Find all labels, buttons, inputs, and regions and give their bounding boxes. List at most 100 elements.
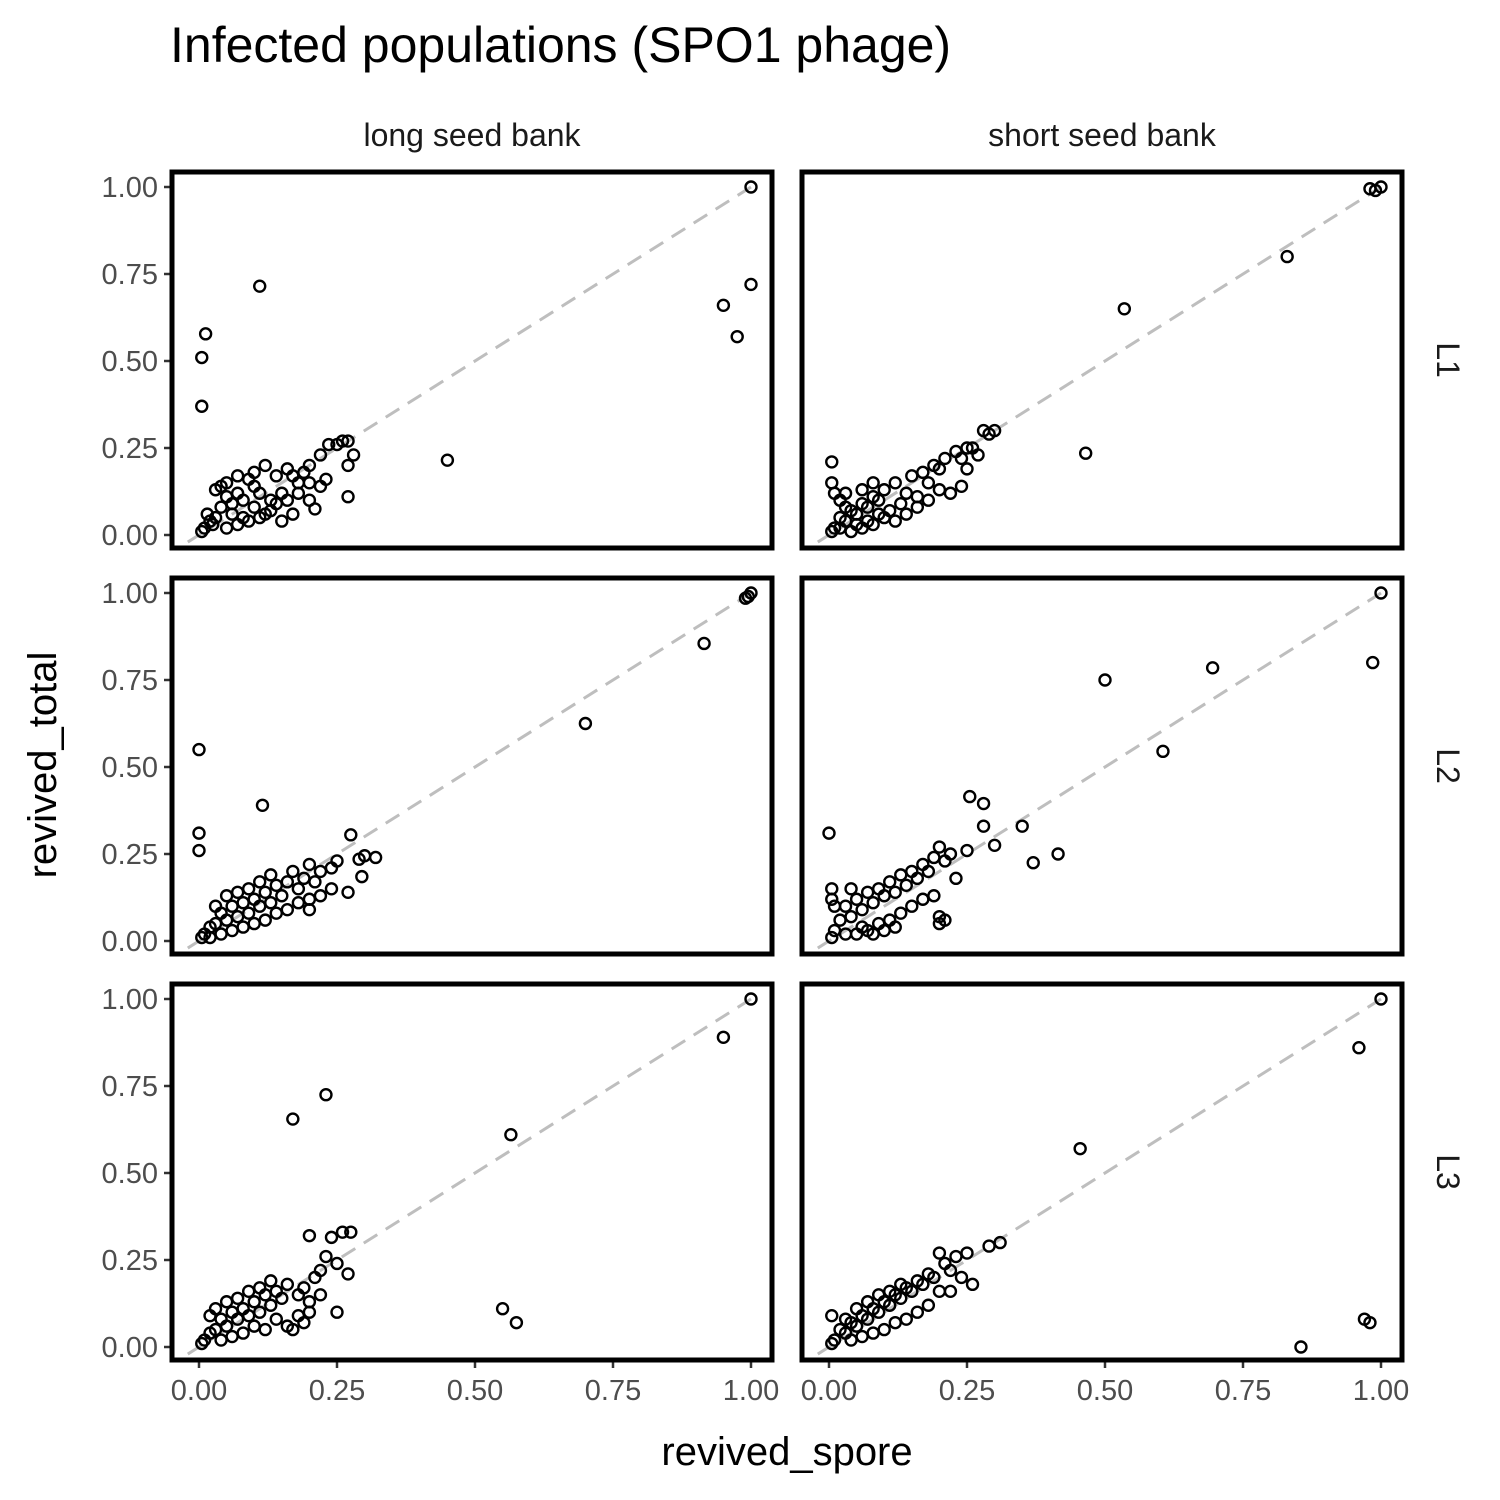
data-point (938, 451, 952, 466)
data-point (495, 1302, 510, 1316)
data-point (319, 472, 333, 487)
data-point (838, 927, 853, 941)
data-point (866, 517, 880, 532)
y-tick-label: 0.00 (102, 520, 158, 552)
data-point (286, 507, 300, 521)
data-point (214, 1333, 228, 1347)
data-point (1205, 661, 1220, 675)
data-point (214, 500, 228, 514)
x-tick-label: 1.00 (723, 1375, 779, 1407)
data-point (838, 500, 853, 514)
data-point (899, 507, 913, 521)
data-point (844, 882, 858, 896)
data-point (195, 399, 209, 413)
data-point (921, 1298, 936, 1312)
y-tick-label: 0.50 (102, 1158, 158, 1190)
data-point (195, 1336, 209, 1351)
panel-border (169, 981, 775, 1363)
data-point (1051, 847, 1065, 861)
data-point (368, 850, 383, 865)
data-point (219, 521, 234, 535)
data-point (938, 1256, 952, 1271)
data-point (894, 496, 908, 511)
data-point (192, 826, 206, 840)
data-point (236, 1326, 250, 1340)
data-point (971, 448, 985, 462)
panel-l1-short (799, 169, 1405, 551)
panel-border (799, 981, 1405, 1363)
data-point (253, 486, 267, 500)
data-point (1015, 819, 1029, 833)
x-tick-label: 0.00 (801, 1375, 857, 1407)
data-point (440, 453, 455, 467)
data-point (344, 1225, 358, 1239)
data-point (949, 871, 963, 886)
data-point (855, 496, 869, 511)
y-tick-label: 0.50 (102, 752, 158, 784)
data-point (932, 483, 947, 497)
data-point (195, 524, 209, 539)
data-point (827, 899, 842, 913)
x-tick-label: 0.75 (1215, 1375, 1271, 1407)
data-point (504, 1128, 518, 1142)
data-point (269, 469, 283, 483)
y-axis-title: revived_total (21, 652, 65, 879)
data-point (302, 1228, 317, 1243)
data-point (877, 483, 891, 497)
data-point (247, 916, 261, 931)
y-tick-label: 1.00 (102, 984, 158, 1016)
data-point (302, 476, 317, 490)
data-point (1026, 856, 1040, 870)
data-point (206, 517, 220, 532)
data-point (954, 479, 969, 493)
data-point (905, 469, 919, 483)
data-point (976, 819, 991, 833)
data-point (949, 444, 963, 459)
data-point (330, 1256, 344, 1271)
data-point (888, 920, 902, 934)
data-point (905, 899, 919, 913)
data-point (877, 1322, 891, 1337)
data-point (1294, 1340, 1308, 1354)
panel-border (799, 575, 1405, 957)
data-point (910, 500, 925, 514)
data-point (302, 1295, 317, 1309)
data-point (849, 892, 864, 906)
data-point (855, 920, 869, 934)
data-point (855, 1329, 869, 1344)
data-point (255, 798, 270, 812)
data-point (324, 882, 339, 896)
data-point (716, 1030, 731, 1044)
data-point (825, 455, 839, 469)
data-point (341, 434, 355, 448)
reference-line (805, 591, 1382, 954)
data-point (910, 1305, 925, 1319)
data-point (192, 843, 206, 858)
data-point (744, 180, 758, 194)
data-point (341, 490, 355, 504)
data-point (319, 1087, 333, 1102)
data-point (253, 510, 267, 525)
y-tick-label: 0.25 (102, 433, 158, 465)
data-point (225, 923, 239, 938)
data-point (1098, 673, 1112, 687)
data-point (883, 1284, 897, 1299)
panel-border (169, 169, 775, 551)
x-tick-label: 0.25 (309, 1375, 365, 1407)
y-tick-label: 0.25 (102, 1245, 158, 1277)
data-point (825, 1336, 839, 1351)
data-point (866, 476, 880, 490)
data-point (280, 493, 295, 507)
data-point (888, 514, 902, 528)
panel-plot-area (805, 992, 1388, 1360)
panel-plot-area (175, 180, 758, 548)
data-point (921, 1267, 936, 1281)
y-tick-label: 0.50 (102, 346, 158, 378)
data-point (844, 909, 858, 924)
data-point (269, 1312, 283, 1326)
data-point (291, 1288, 306, 1302)
facet-strip-row-3: L3 (1430, 1154, 1466, 1190)
data-point (838, 1312, 853, 1326)
data-point (280, 902, 295, 917)
data-point (352, 852, 366, 866)
